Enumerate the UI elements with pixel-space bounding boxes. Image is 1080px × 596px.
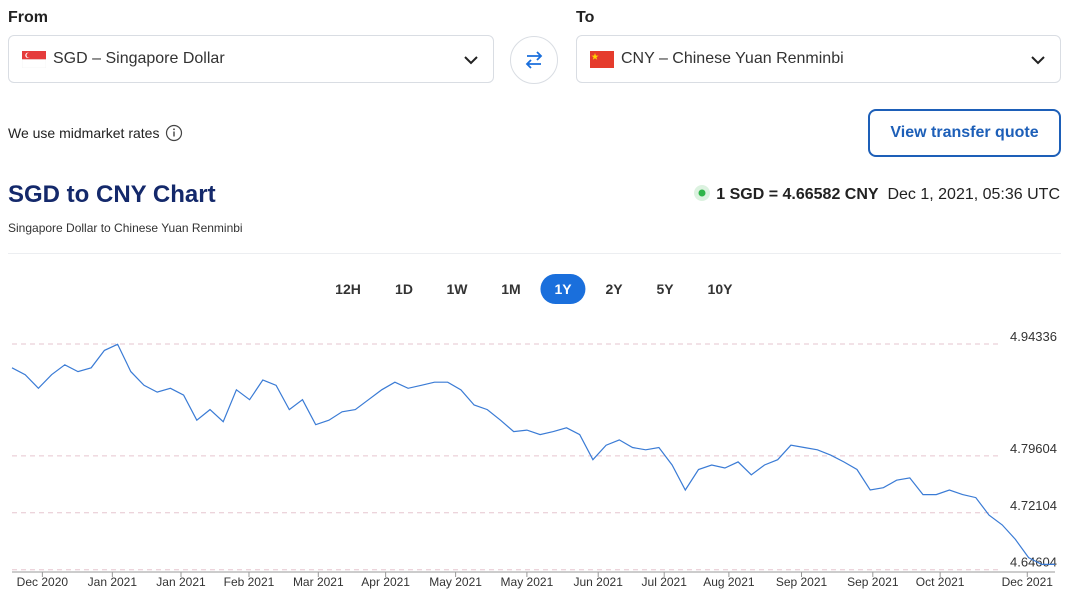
sg-flag — [22, 51, 46, 68]
x-tick-label: Jul 2021 — [642, 575, 688, 589]
x-tick-label: Jan 2021 — [156, 575, 206, 589]
x-tick-label: Mar 2021 — [293, 575, 344, 589]
x-tick-label: Dec 2021 — [1002, 575, 1054, 589]
x-tick-label: Apr 2021 — [361, 575, 410, 589]
x-tick-label: May 2021 — [429, 575, 482, 589]
y-tick-label: 4.94336 — [1010, 329, 1057, 344]
chevron — [464, 56, 478, 65]
rate-line — [11, 343, 1055, 565]
x-tick-label: Feb 2021 — [224, 575, 275, 589]
rates-note: We use midmarket rates — [8, 124, 183, 142]
y-tick-label: 4.64604 — [1010, 555, 1057, 570]
from-label: From — [8, 9, 48, 26]
range-button[interactable]: 10Y — [694, 274, 747, 304]
chart-title: SGD to CNY Chart — [8, 181, 216, 208]
from-currency: SGD – Singapore Dollar — [53, 50, 225, 67]
to-select[interactable]: CNY – Chinese Yuan Renminbi — [576, 35, 1061, 83]
to-label: To — [576, 9, 595, 26]
quote-button[interactable]: View transfer quote — [868, 109, 1061, 157]
swap-icon — [525, 51, 543, 69]
rates-note-text: We use midmarket rates — [8, 125, 160, 141]
x-tick-label: Oct 2021 — [916, 575, 965, 589]
x-tick-label: Jan 2021 — [88, 575, 138, 589]
divider — [8, 253, 1061, 254]
info-icon[interactable] — [165, 124, 183, 142]
x-tick-label: Sep 2021 — [847, 575, 899, 589]
chevron — [1031, 56, 1045, 65]
chart-subtitle: Singapore Dollar to Chinese Yuan Renminb… — [8, 221, 243, 235]
from-select[interactable]: SGD – Singapore Dollar — [8, 35, 494, 83]
range-button[interactable]: 2Y — [591, 274, 636, 304]
x-tick-label: Dec 2020 — [17, 575, 69, 589]
x-tick-label: Jun 2021 — [573, 575, 623, 589]
x-tick-label: May 2021 — [501, 575, 554, 589]
rate-time: Dec 1, 2021, 05:36 UTC — [887, 186, 1060, 203]
cn-flag — [590, 51, 614, 68]
to-currency: CNY – Chinese Yuan Renminbi — [621, 50, 844, 67]
range-button[interactable]: 1D — [381, 274, 427, 304]
x-tick-label: Sep 2021 — [776, 575, 828, 589]
rate-info: 1 SGD = 4.66582 CNY Dec 1, 2021, 05:36 U… — [692, 183, 1060, 204]
y-tick-label: 4.79604 — [1010, 441, 1057, 456]
x-tick-label: Aug 2021 — [703, 575, 755, 589]
range-button[interactable]: 5Y — [642, 274, 687, 304]
rate-text: 1 SGD = 4.66582 CNY — [716, 186, 879, 203]
range-button[interactable]: 1Y — [540, 274, 586, 304]
range-button[interactable]: 1W — [433, 274, 482, 304]
range-button[interactable]: 1M — [487, 274, 534, 304]
live-dot — [693, 185, 710, 201]
range-button[interactable]: 12H — [321, 274, 375, 304]
y-tick-label: 4.72104 — [1010, 498, 1057, 513]
swap-button[interactable] — [510, 36, 558, 84]
